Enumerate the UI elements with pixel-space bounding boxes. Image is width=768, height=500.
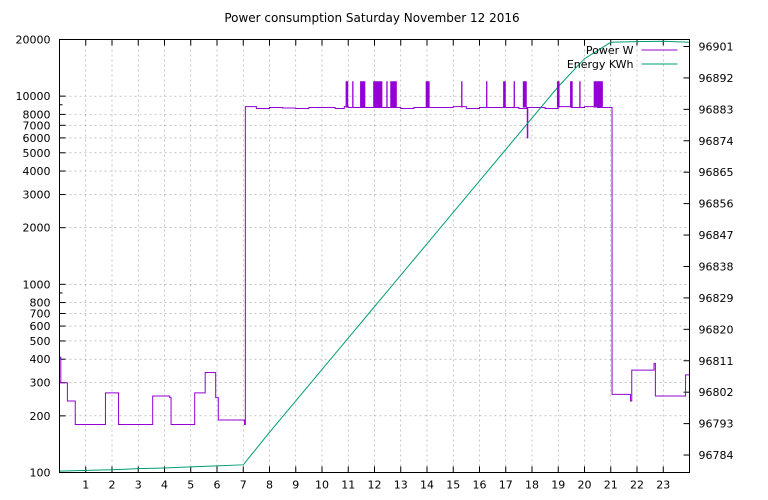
grid-lines	[59, 39, 690, 473]
x-tick-label: 2	[109, 479, 116, 492]
y-tick-label: 700	[30, 307, 51, 320]
x-tick-label: 5	[187, 479, 194, 492]
x-tick-label: 6	[214, 479, 221, 492]
x-tick-label: 20	[578, 479, 592, 492]
power-spike-burst	[486, 81, 488, 108]
y2-tick-label: 96811	[699, 355, 734, 368]
x-tick-label: 8	[266, 479, 273, 492]
y2-tick-label: 96874	[699, 135, 734, 148]
y-tick-label: 100	[30, 467, 51, 480]
y-tick-label: 300	[30, 377, 51, 390]
y-tick-label: 600	[30, 320, 51, 333]
y-tick-label: 800	[30, 297, 51, 310]
x-tick-label: 11	[341, 479, 355, 492]
power-spike-burst	[425, 81, 430, 108]
x-tick-label: 22	[630, 479, 644, 492]
legend-label: Energy KWh	[567, 58, 634, 71]
y2-tick-label: 96820	[699, 323, 734, 336]
chart-title: Power consumption Saturday November 12 2…	[224, 11, 519, 25]
power-spike-burst	[360, 81, 366, 108]
y-tick-label: 20000	[16, 34, 51, 47]
power-spike-burst	[570, 81, 573, 108]
y-tick-label: 500	[30, 335, 51, 348]
y2-tick-label: 96829	[699, 292, 734, 305]
x-tick-label: 21	[604, 479, 618, 492]
x-tick-label: 3	[135, 479, 142, 492]
y-tick-label: 7000	[23, 119, 51, 132]
y-tick-label: 5000	[23, 147, 51, 160]
axis-ticks: 1 2 3 4 5 6 7 8 9 10 11 12 13 14 15 16 17 18 19 20 21 22 23100…	[16, 34, 734, 492]
plot-series	[59, 40, 690, 472]
y2-tick-label: 96802	[699, 386, 734, 399]
y2-tick-label: 96838	[699, 260, 734, 273]
power-spike-burst	[345, 81, 349, 108]
x-tick-label: 7	[240, 479, 247, 492]
y-tick-label: 1000	[23, 278, 51, 291]
power-spike-burst	[593, 81, 603, 108]
x-tick-label: 15	[446, 479, 460, 492]
x-tick-label: 14	[420, 479, 434, 492]
y-tick-label: 8000	[23, 108, 51, 121]
power-spike-burst	[461, 81, 463, 108]
x-tick-label: 1	[82, 479, 89, 492]
power-spike-burst	[522, 81, 527, 108]
y2-tick-label: 96847	[699, 229, 734, 242]
power-spike-burst	[386, 81, 388, 108]
y2-tick-label: 96901	[699, 40, 734, 53]
x-tick-label: 12	[368, 479, 382, 492]
x-tick-label: 13	[394, 479, 408, 492]
y-tick-label: 3000	[23, 189, 51, 202]
y-tick-label: 200	[30, 410, 51, 423]
power-spike-burst	[513, 81, 515, 108]
power-spike-burst	[579, 81, 581, 108]
power-spike-burst	[390, 81, 397, 108]
y2-tick-label: 96856	[699, 198, 734, 211]
plot-frame	[59, 39, 690, 473]
x-tick-label: 16	[473, 479, 487, 492]
y2-tick-label: 96793	[699, 418, 734, 431]
y2-tick-label: 96892	[699, 72, 734, 85]
power-spike-burst	[352, 81, 354, 108]
power-spike-burst	[556, 81, 560, 108]
x-tick-label: 4	[161, 479, 168, 492]
y2-tick-label: 96883	[699, 103, 734, 116]
power-spike-burst	[373, 81, 383, 108]
x-tick-label: 9	[292, 479, 299, 492]
y2-tick-label: 96784	[699, 449, 734, 462]
x-tick-label: 18	[525, 479, 539, 492]
y-tick-label: 400	[30, 353, 51, 366]
x-tick-label: 10	[315, 479, 329, 492]
power-spike-burst	[503, 81, 506, 108]
x-tick-label: 17	[499, 479, 513, 492]
legend-label: Power W	[586, 44, 634, 57]
y-tick-label: 10000	[16, 90, 51, 103]
x-tick-label: 19	[551, 479, 565, 492]
y-tick-label: 2000	[23, 222, 51, 235]
y2-tick-label: 96865	[699, 166, 734, 179]
series-line-energy	[59, 40, 690, 472]
x-tick-label: 23	[656, 479, 670, 492]
y-tick-label: 6000	[23, 132, 51, 145]
y-tick-label: 4000	[23, 165, 51, 178]
